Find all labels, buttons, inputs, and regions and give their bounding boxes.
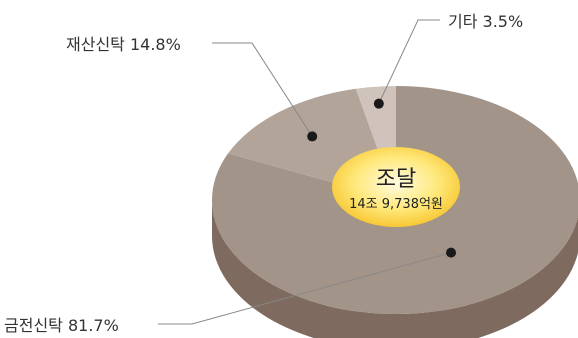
center-subtitle: 14조 9,738억원 (349, 197, 443, 212)
pie-side-walls (212, 200, 578, 338)
label-property-trust: 재산신탁 14.8% (66, 35, 181, 54)
slice-markers (307, 98, 457, 258)
label-financial-trust: 금전신탁 81.7% (4, 316, 119, 335)
leader-other (378, 19, 440, 104)
slice-financial-trust-side (212, 200, 578, 338)
dot-property-trust (307, 131, 318, 142)
center-badge-bg (332, 147, 460, 227)
label-other: 기타 3.5% (448, 12, 523, 31)
center-badge: 조달 14조 9,738억원 (332, 147, 460, 227)
dot-other (373, 98, 384, 109)
leader-financial-trust (158, 252, 452, 325)
dot-financial-trust (446, 247, 457, 258)
center-title: 조달 (376, 167, 416, 192)
leader-property-trust (212, 42, 313, 137)
leader-lines (158, 19, 452, 325)
